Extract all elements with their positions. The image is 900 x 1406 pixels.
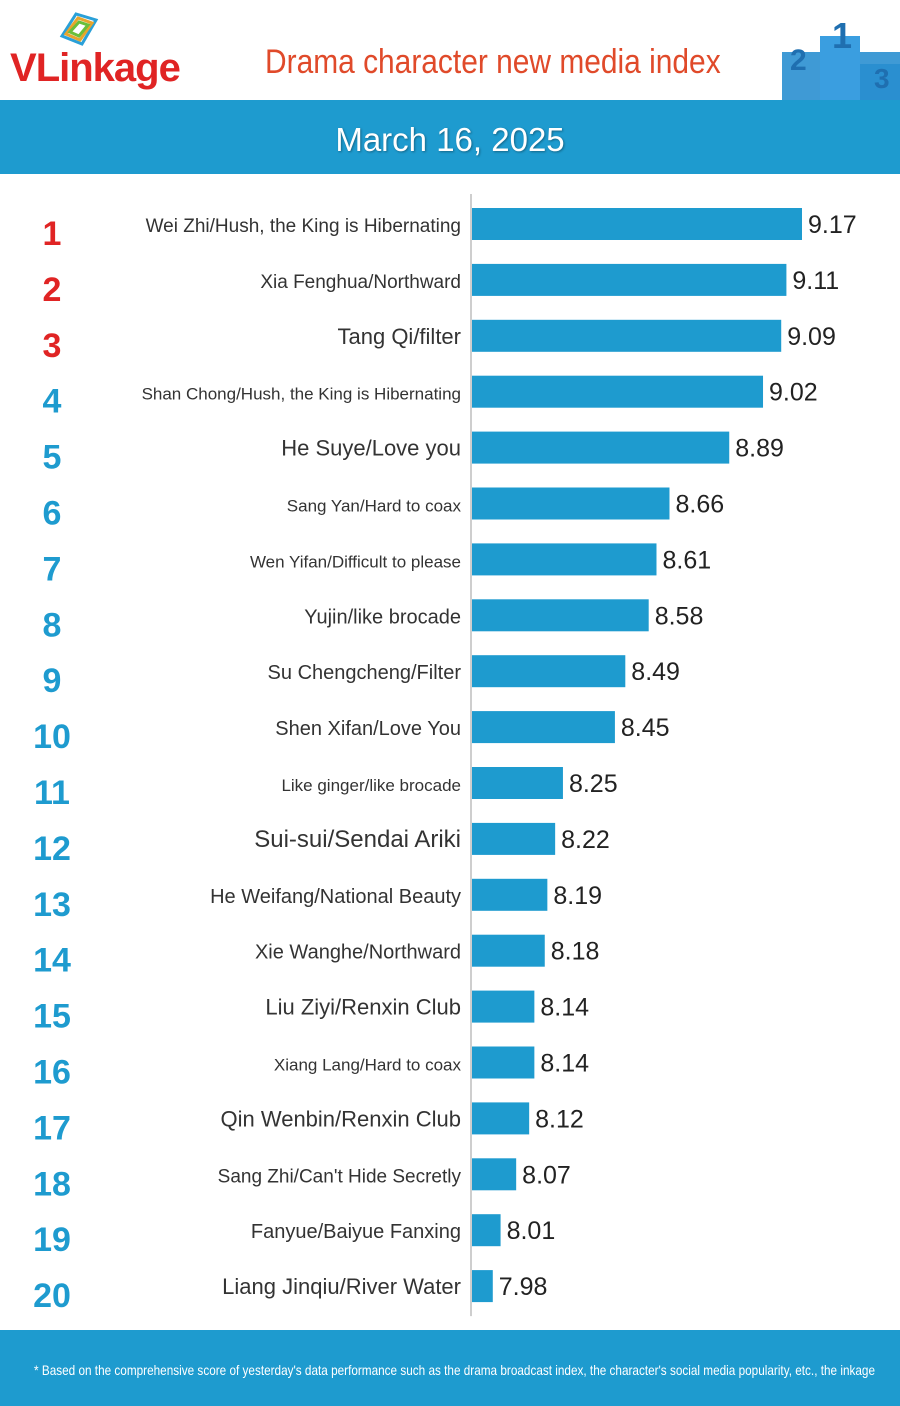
rank-number: 6 <box>43 495 62 533</box>
category-label: Sui-sui/Sendai Ariki <box>254 826 461 853</box>
rank-number: 2 <box>43 271 62 309</box>
rank-number: 11 <box>34 774 70 812</box>
category-label: Xiang Lang/Hard to coax <box>274 1056 462 1075</box>
value-label: 7.98 <box>499 1273 548 1301</box>
value-label: 9.02 <box>769 379 818 407</box>
value-label: 8.61 <box>662 546 711 574</box>
bar <box>472 431 730 464</box>
ranking-bar-chart: 1 Wei Zhi/Hush, the King is Hibernating 9.… <box>33 194 857 1317</box>
bar <box>472 319 782 352</box>
category-label: He Suye/Love you <box>281 436 461 461</box>
category-label: Wei Zhi/Hush, the King is Hibernating <box>146 216 461 237</box>
bar <box>472 822 556 855</box>
category-label: Liang Jinqiu/River Water <box>222 1274 461 1299</box>
bar <box>472 1102 530 1135</box>
header: VLinkage Drama character new media index… <box>0 0 900 100</box>
footer-band <box>0 1330 900 1406</box>
value-label: 8.01 <box>507 1217 556 1245</box>
category-label: Shan Chong/Hush, the King is Hibernating <box>142 385 461 404</box>
rank-number: 17 <box>33 1109 71 1147</box>
category-label: Yujin/like brocade <box>304 606 461 628</box>
category-label: He Weifang/National Beauty <box>210 886 461 908</box>
value-label: 8.18 <box>551 938 600 966</box>
vlinkage-logo: VLinkage <box>10 10 210 90</box>
category-label: Wen Yifan/Difficult to please <box>250 552 461 571</box>
bar <box>472 1214 501 1247</box>
rank-number: 1 <box>43 215 62 253</box>
bar <box>472 934 545 967</box>
value-label: 8.22 <box>561 826 610 854</box>
category-label: Sang Zhi/Can't Hide Secretly <box>218 1166 462 1187</box>
category-label: Shen Xifan/Love You <box>275 718 461 740</box>
rank-number: 10 <box>33 718 71 756</box>
bar <box>472 543 657 576</box>
category-label: Sang Yan/Hard to coax <box>287 497 462 516</box>
bar <box>472 375 764 408</box>
category-label: Like ginger/like brocade <box>281 776 461 795</box>
category-label: Qin Wenbin/Renxin Club <box>221 1106 462 1131</box>
rank-number: 5 <box>43 439 62 477</box>
podium-icon: 2 1 3 <box>782 15 900 100</box>
value-label: 8.25 <box>569 770 618 798</box>
rank-number: 4 <box>43 383 62 421</box>
value-label: 8.14 <box>540 1050 589 1078</box>
rank-number: 14 <box>33 942 71 980</box>
rank-number: 20 <box>33 1277 71 1315</box>
bar <box>472 990 535 1023</box>
bar <box>472 487 670 520</box>
category-label: Tang Qi/filter <box>338 324 462 349</box>
value-label: 9.09 <box>787 323 836 351</box>
value-label: 8.07 <box>522 1161 571 1189</box>
rank-number: 7 <box>43 550 62 588</box>
category-label: Su Chengcheng/Filter <box>268 662 462 684</box>
bar <box>472 878 548 911</box>
date-label: March 16, 2025 <box>335 121 565 158</box>
value-label: 8.89 <box>735 435 784 463</box>
value-label: 9.17 <box>808 211 857 239</box>
bar <box>472 1046 535 1079</box>
rank-number: 13 <box>33 886 71 924</box>
svg-text:3: 3 <box>874 63 890 94</box>
rank-number: 3 <box>43 327 62 365</box>
page-title: Drama character new media index <box>265 43 721 81</box>
bar <box>472 1270 493 1303</box>
svg-text:1: 1 <box>832 15 852 56</box>
bar <box>472 1158 517 1191</box>
value-label: 8.66 <box>675 491 724 519</box>
value-label: 8.45 <box>621 714 670 742</box>
bar <box>472 767 563 799</box>
category-label: Fanyue/Baiyue Fanxing <box>251 1221 461 1243</box>
date-band <box>0 100 900 174</box>
bar <box>472 655 626 688</box>
category-label: Xia Fenghua/Northward <box>260 272 461 293</box>
value-label: 8.19 <box>553 882 602 910</box>
rank-number: 16 <box>33 1054 71 1092</box>
category-label: Xie Wanghe/Northward <box>255 942 461 964</box>
rank-number: 18 <box>33 1165 71 1203</box>
rank-number: 9 <box>43 662 62 700</box>
value-label: 8.58 <box>655 602 704 630</box>
rank-number: 12 <box>33 830 71 868</box>
logo-emblem-icon <box>59 12 99 46</box>
rank-number: 19 <box>33 1221 71 1259</box>
value-label: 8.12 <box>535 1105 584 1133</box>
rank-number: 15 <box>33 998 71 1036</box>
bar <box>472 711 615 744</box>
value-label: 8.14 <box>540 994 589 1022</box>
value-label: 8.49 <box>631 658 680 686</box>
logo-wordmark: VLinkage <box>10 46 181 90</box>
category-label: Liu Ziyi/Renxin Club <box>265 995 461 1020</box>
bar <box>472 599 649 632</box>
rank-number: 8 <box>43 606 62 644</box>
footnote: * Based on the comprehensive score of ye… <box>34 1362 875 1378</box>
bar <box>472 208 802 240</box>
value-label: 9.11 <box>792 267 839 295</box>
bar <box>472 263 787 296</box>
svg-text:2: 2 <box>790 44 807 77</box>
